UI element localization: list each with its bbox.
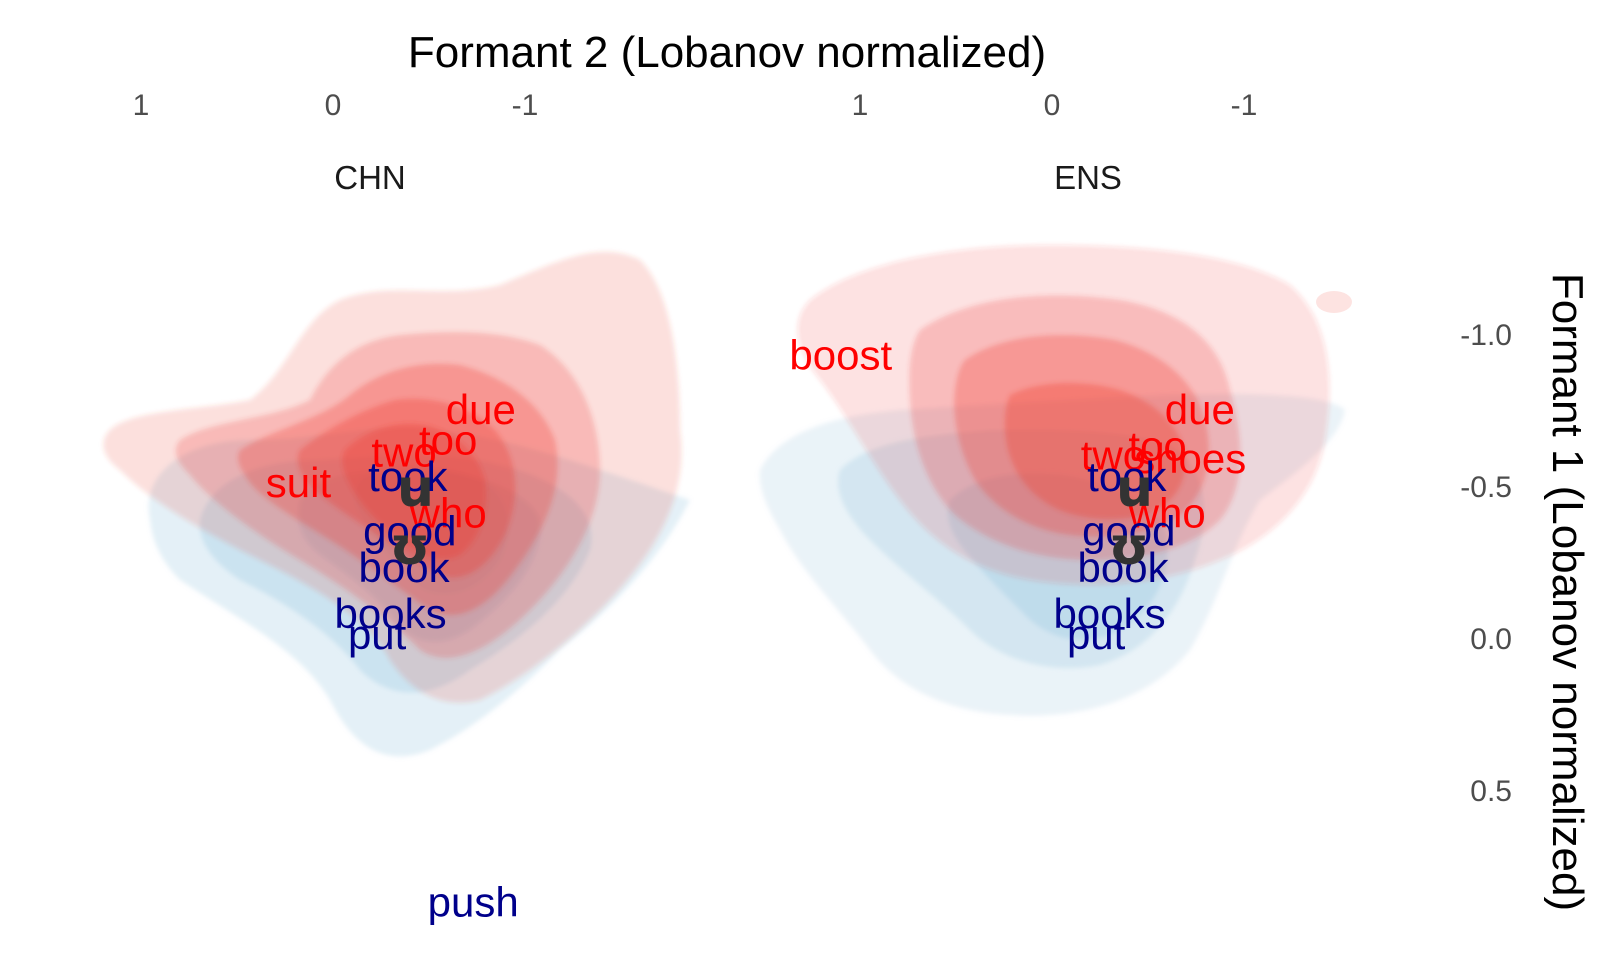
word-label-push: push — [428, 879, 519, 926]
y-tick-label: -1.0 — [1460, 319, 1512, 352]
word-label-two: two — [371, 429, 436, 476]
density-contours-chn — [103, 251, 691, 757]
y-tick-label: -0.5 — [1460, 471, 1512, 504]
word-label-put: put — [1067, 611, 1126, 658]
strip-label-chn: CHN — [334, 159, 406, 196]
x-tick-label: 0 — [325, 89, 342, 122]
word-label-books: books — [335, 590, 447, 637]
word-label-put: put — [348, 611, 407, 658]
word-label-due: due — [1165, 386, 1235, 433]
word-label-who: who — [1128, 489, 1206, 536]
y-tick-label: 0.0 — [1470, 623, 1512, 656]
density-band — [342, 423, 487, 560]
vowel-centroid-label: ʊ — [390, 517, 430, 577]
word-label-suit: suit — [266, 459, 332, 506]
x-tick-label: -1 — [1231, 89, 1258, 122]
word-label-who: who — [409, 489, 487, 536]
density-band — [1004, 383, 1186, 520]
x-tick-label: 0 — [1044, 89, 1061, 122]
x-tick-label: 1 — [133, 89, 150, 122]
word-label-shoes: shoes — [1134, 435, 1246, 482]
vowel-centroid-label: ʊ — [1109, 517, 1149, 577]
y-axis-title: Formant 1 (Lobanov normalized) — [1543, 273, 1592, 911]
word-label-too: too — [419, 417, 477, 464]
word-label-good: good — [1082, 508, 1175, 555]
word-label-took: took — [1087, 453, 1167, 500]
density-contours-ens — [759, 245, 1352, 716]
word-label-book: book — [1078, 544, 1170, 591]
word-label-took: took — [368, 453, 448, 500]
word-label-too: too — [1128, 423, 1186, 470]
vowel-centroid-label: u — [397, 459, 434, 519]
x-tick-label: -1 — [512, 89, 539, 122]
y-tick-label: 0.5 — [1470, 775, 1512, 808]
word-label-good: good — [363, 508, 456, 555]
word-label-two: two — [1081, 432, 1146, 479]
strip-label-ens: ENS — [1054, 159, 1122, 196]
density-band — [1316, 291, 1352, 313]
y-axis-ticks: -1.0 -0.5 0.0 0.5 — [1460, 319, 1512, 808]
word-label-due: due — [446, 386, 516, 433]
x-axis-ticks: 1 0 -1 1 0 -1 — [133, 89, 1258, 122]
word-label-boost: boost — [789, 331, 892, 378]
word-label-book: book — [359, 544, 451, 591]
word-label-books: books — [1054, 590, 1166, 637]
x-tick-label: 1 — [852, 89, 869, 122]
x-axis-title: Formant 2 (Lobanov normalized) — [408, 28, 1046, 77]
vowel-centroid-label: u — [1116, 459, 1153, 519]
